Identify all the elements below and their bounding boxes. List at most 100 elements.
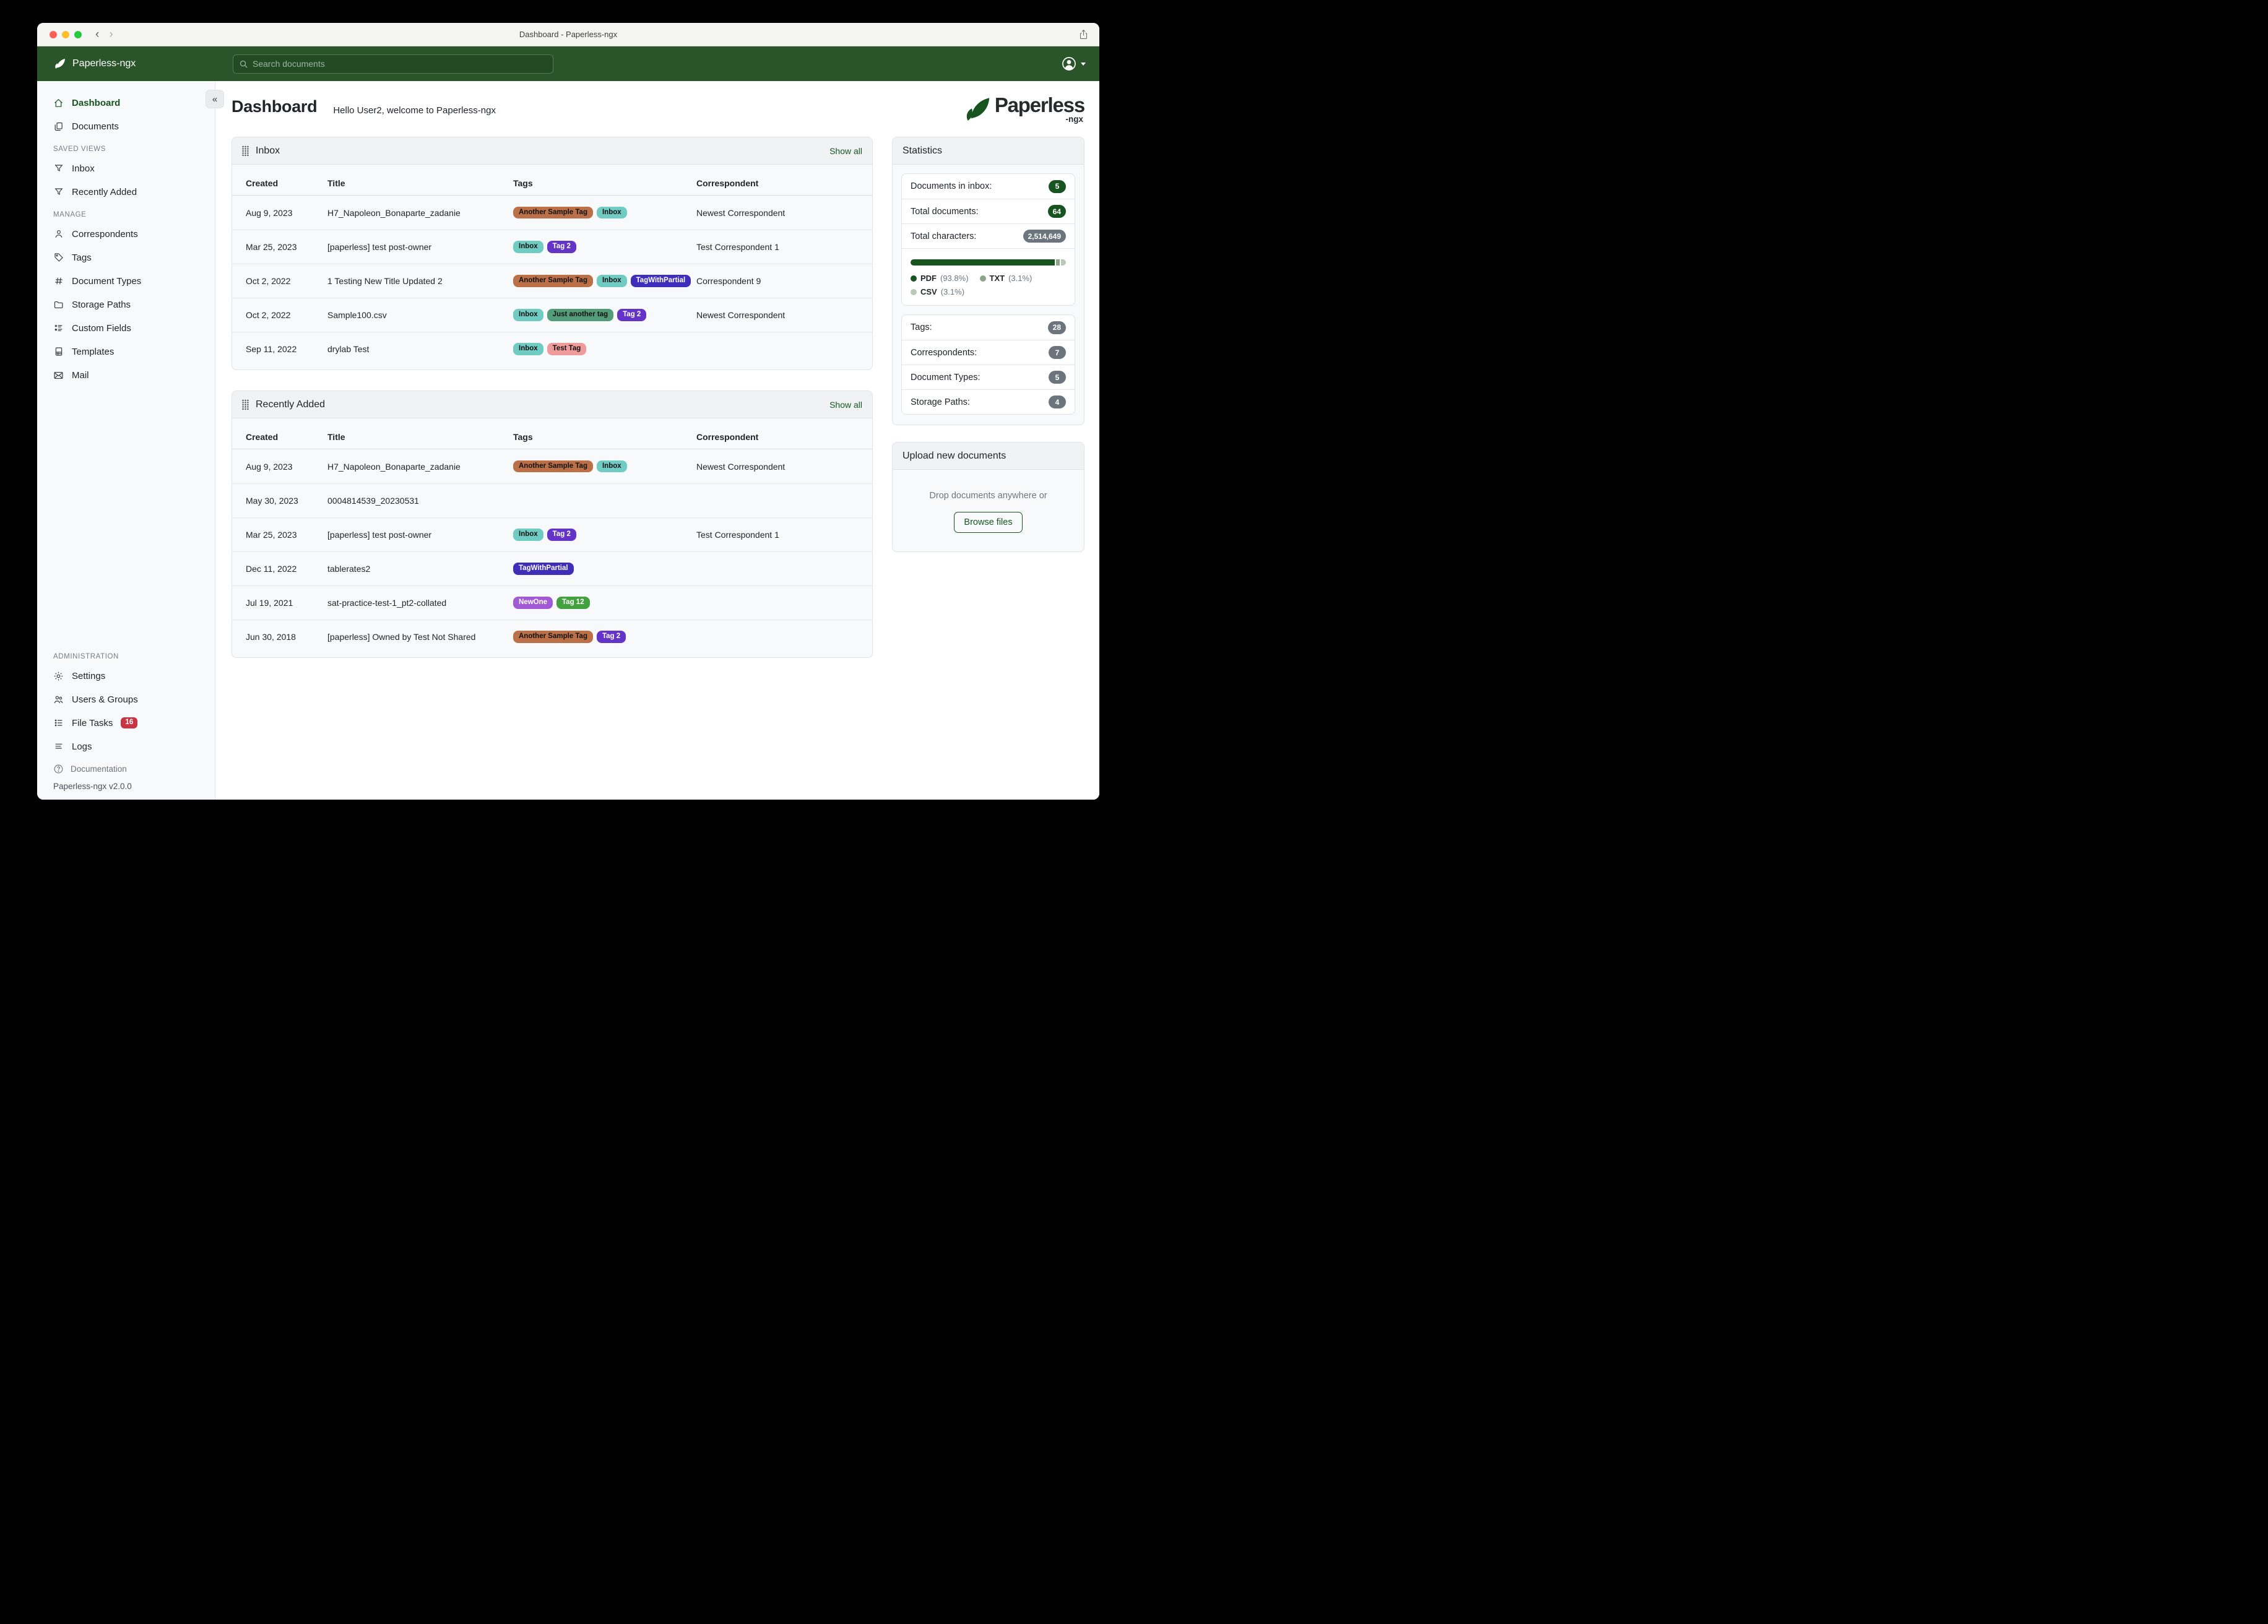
cell-title: [paperless] test post-owner — [327, 242, 432, 252]
stat-badge: 5 — [1049, 179, 1066, 193]
file-type-legend: PDF (93.8%) TXT (3.1%) CSV (3.1%) — [911, 274, 1066, 296]
tag-pill[interactable]: Test Tag — [547, 343, 587, 355]
forward-icon[interactable]: › — [109, 28, 113, 41]
table-row[interactable]: Mar 25, 2023 [paperless] test post-owner I… — [232, 517, 872, 551]
upload-dropzone[interactable]: Drop documents anywhere or Browse files — [893, 470, 1084, 551]
drag-handle-icon[interactable] — [242, 399, 249, 410]
stat-tags[interactable]: Tags: 28 — [902, 315, 1075, 340]
browse-files-button[interactable]: Browse files — [954, 512, 1023, 533]
tag-pill[interactable]: Inbox — [513, 309, 543, 321]
tag-pill[interactable]: Inbox — [513, 241, 543, 253]
tag-pill[interactable]: Tag 2 — [547, 241, 576, 253]
brand-label: Paperless-ngx — [72, 58, 136, 69]
sidebar-item-users-groups[interactable]: Users & Groups — [53, 688, 209, 711]
stat-correspondents[interactable]: Correspondents: 7 — [902, 340, 1075, 365]
table-row[interactable]: Aug 9, 2023 H7_Napoleon_Bonaparte_zadanie… — [232, 449, 872, 483]
cell-created: Aug 9, 2023 — [246, 207, 293, 218]
sidebar-item-dashboard[interactable]: Dashboard — [53, 91, 209, 114]
tag-pill[interactable]: NewOne — [513, 597, 553, 609]
share-icon[interactable] — [1079, 29, 1088, 40]
tag-pill[interactable]: Tag 2 — [547, 529, 576, 541]
brand[interactable]: Paperless-ngx — [37, 57, 215, 71]
tag-pill[interactable]: Inbox — [596, 206, 627, 219]
back-icon[interactable]: ‹ — [95, 28, 100, 41]
cell-created: Sep 11, 2022 — [246, 344, 297, 354]
table-row[interactable]: May 30, 2023 0004814539_20230531 — [232, 483, 872, 517]
stat-documents-in-inbox[interactable]: Documents in inbox: 5 — [902, 174, 1075, 199]
minimize-window-button[interactable] — [62, 30, 69, 38]
table-row[interactable]: Sep 11, 2022 drylab Test Inbox Test Tag — [232, 332, 872, 366]
drag-handle-icon[interactable] — [242, 145, 249, 157]
tag-pill[interactable]: Tag 2 — [617, 309, 647, 321]
sidebar-item-tags[interactable]: Tags — [53, 246, 209, 269]
person-icon — [53, 229, 64, 239]
stat-total-documents[interactable]: Total documents: 64 — [902, 199, 1075, 223]
cell-title: Sample100.csv — [327, 310, 387, 320]
sidebar-item-templates[interactable]: Templates — [53, 340, 209, 363]
search-box — [233, 54, 553, 74]
sidebar-item-inbox[interactable]: Inbox — [53, 157, 209, 180]
tag-pill[interactable]: Tag 12 — [556, 597, 590, 609]
sidebar-collapse-button[interactable]: « — [206, 90, 224, 108]
table-row[interactable]: Aug 9, 2023 H7_Napoleon_Bonaparte_zadanie… — [232, 196, 872, 230]
sidebar-item-file-tasks[interactable]: File Tasks 16 — [53, 711, 209, 735]
users-icon — [53, 694, 64, 705]
table-row[interactable]: Jul 19, 2021 sat-practice-test-1_pt2-coll… — [232, 585, 872, 620]
tag-pill[interactable]: Inbox — [513, 343, 543, 355]
window-title: Dashboard - Paperless-ngx — [519, 30, 618, 39]
leaf-logo-icon — [961, 95, 993, 127]
tag-pill[interactable]: Inbox — [596, 275, 627, 287]
table-row[interactable]: Oct 2, 2022 Sample100.csv Inbox Just anothe… — [232, 298, 872, 332]
cell-tags: TagWithPartial — [513, 559, 691, 579]
tag-pill[interactable]: Just another tag — [547, 309, 614, 321]
tag-pill[interactable]: Inbox — [596, 460, 627, 473]
tag-pill[interactable]: Tag 2 — [596, 631, 626, 643]
folder-icon — [53, 300, 64, 310]
stat-document-types[interactable]: Document Types: 5 — [902, 365, 1075, 389]
table-row[interactable]: Dec 11, 2022 tablerates2 TagWithPartial — [232, 551, 872, 585]
documents-icon — [53, 121, 64, 132]
tag-pill[interactable]: TagWithPartial — [513, 563, 574, 575]
search-input[interactable] — [253, 59, 547, 69]
table-row[interactable]: Mar 25, 2023 [paperless] test post-owner I… — [232, 230, 872, 264]
tag-pill[interactable]: Another Sample Tag — [513, 631, 593, 643]
tag-pill[interactable]: Another Sample Tag — [513, 460, 593, 473]
tag-pill[interactable]: Another Sample Tag — [513, 275, 593, 287]
cell-title: [paperless] test post-owner — [327, 530, 432, 540]
sidebar-item-custom-fields[interactable]: Custom Fields — [53, 316, 209, 340]
documentation-link[interactable]: Documentation — [53, 758, 209, 779]
recent-show-all-link[interactable]: Show all — [829, 399, 862, 410]
tag-pill[interactable]: TagWithPartial — [630, 275, 691, 287]
cell-tags: Another Sample Tag Inbox TagWithPartial — [513, 271, 691, 291]
zoom-window-button[interactable] — [74, 30, 82, 38]
panel-title: Inbox — [256, 145, 280, 156]
help-icon — [53, 764, 64, 774]
sidebar-item-storage-paths[interactable]: Storage Paths — [53, 293, 209, 316]
cell-correspondent: Newest Correspondent — [696, 310, 786, 320]
inbox-show-all-link[interactable]: Show all — [829, 145, 862, 156]
table-row[interactable]: Jun 30, 2018 [paperless] Owned by Test No… — [232, 620, 872, 654]
cell-tags: Inbox Tag 2 — [513, 237, 691, 257]
sidebar-item-document-types[interactable]: Document Types — [53, 269, 209, 293]
cell-tags: Another Sample Tag Inbox — [513, 203, 691, 223]
file-type-chart: PDF (93.8%) TXT (3.1%) CSV (3.1%) — [902, 248, 1075, 305]
table-header: Created Title Tags Correspondent — [232, 418, 872, 449]
table-row[interactable]: Oct 2, 2022 1 Testing New Title Updated 2… — [232, 264, 872, 298]
cell-created: Oct 2, 2022 — [246, 310, 291, 320]
titlebar: Dashboard - Paperless-ngx ‹ › — [37, 23, 1099, 46]
tag-pill[interactable]: Inbox — [513, 529, 543, 541]
sidebar-item-settings[interactable]: Settings — [53, 664, 209, 688]
close-window-button[interactable] — [50, 30, 57, 38]
tag-pill[interactable]: Another Sample Tag — [513, 206, 593, 219]
sidebar-item-documents[interactable]: Documents — [53, 114, 209, 138]
sidebar-item-recently-added[interactable]: Recently Added — [53, 180, 209, 204]
sidebar-item-mail[interactable]: Mail — [53, 363, 209, 387]
stat-storage-paths[interactable]: Storage Paths: 4 — [902, 389, 1075, 414]
sidebar-item-logs[interactable]: Logs — [53, 735, 209, 758]
cell-correspondent: Newest Correspondent — [696, 461, 786, 472]
sidebar-item-correspondents[interactable]: Correspondents — [53, 222, 209, 246]
cell-tags: Inbox Just another tag Tag 2 — [513, 305, 691, 325]
user-menu[interactable] — [1061, 56, 1086, 72]
filter-icon — [53, 163, 64, 173]
app-navbar: Paperless-ngx — [37, 46, 1099, 81]
